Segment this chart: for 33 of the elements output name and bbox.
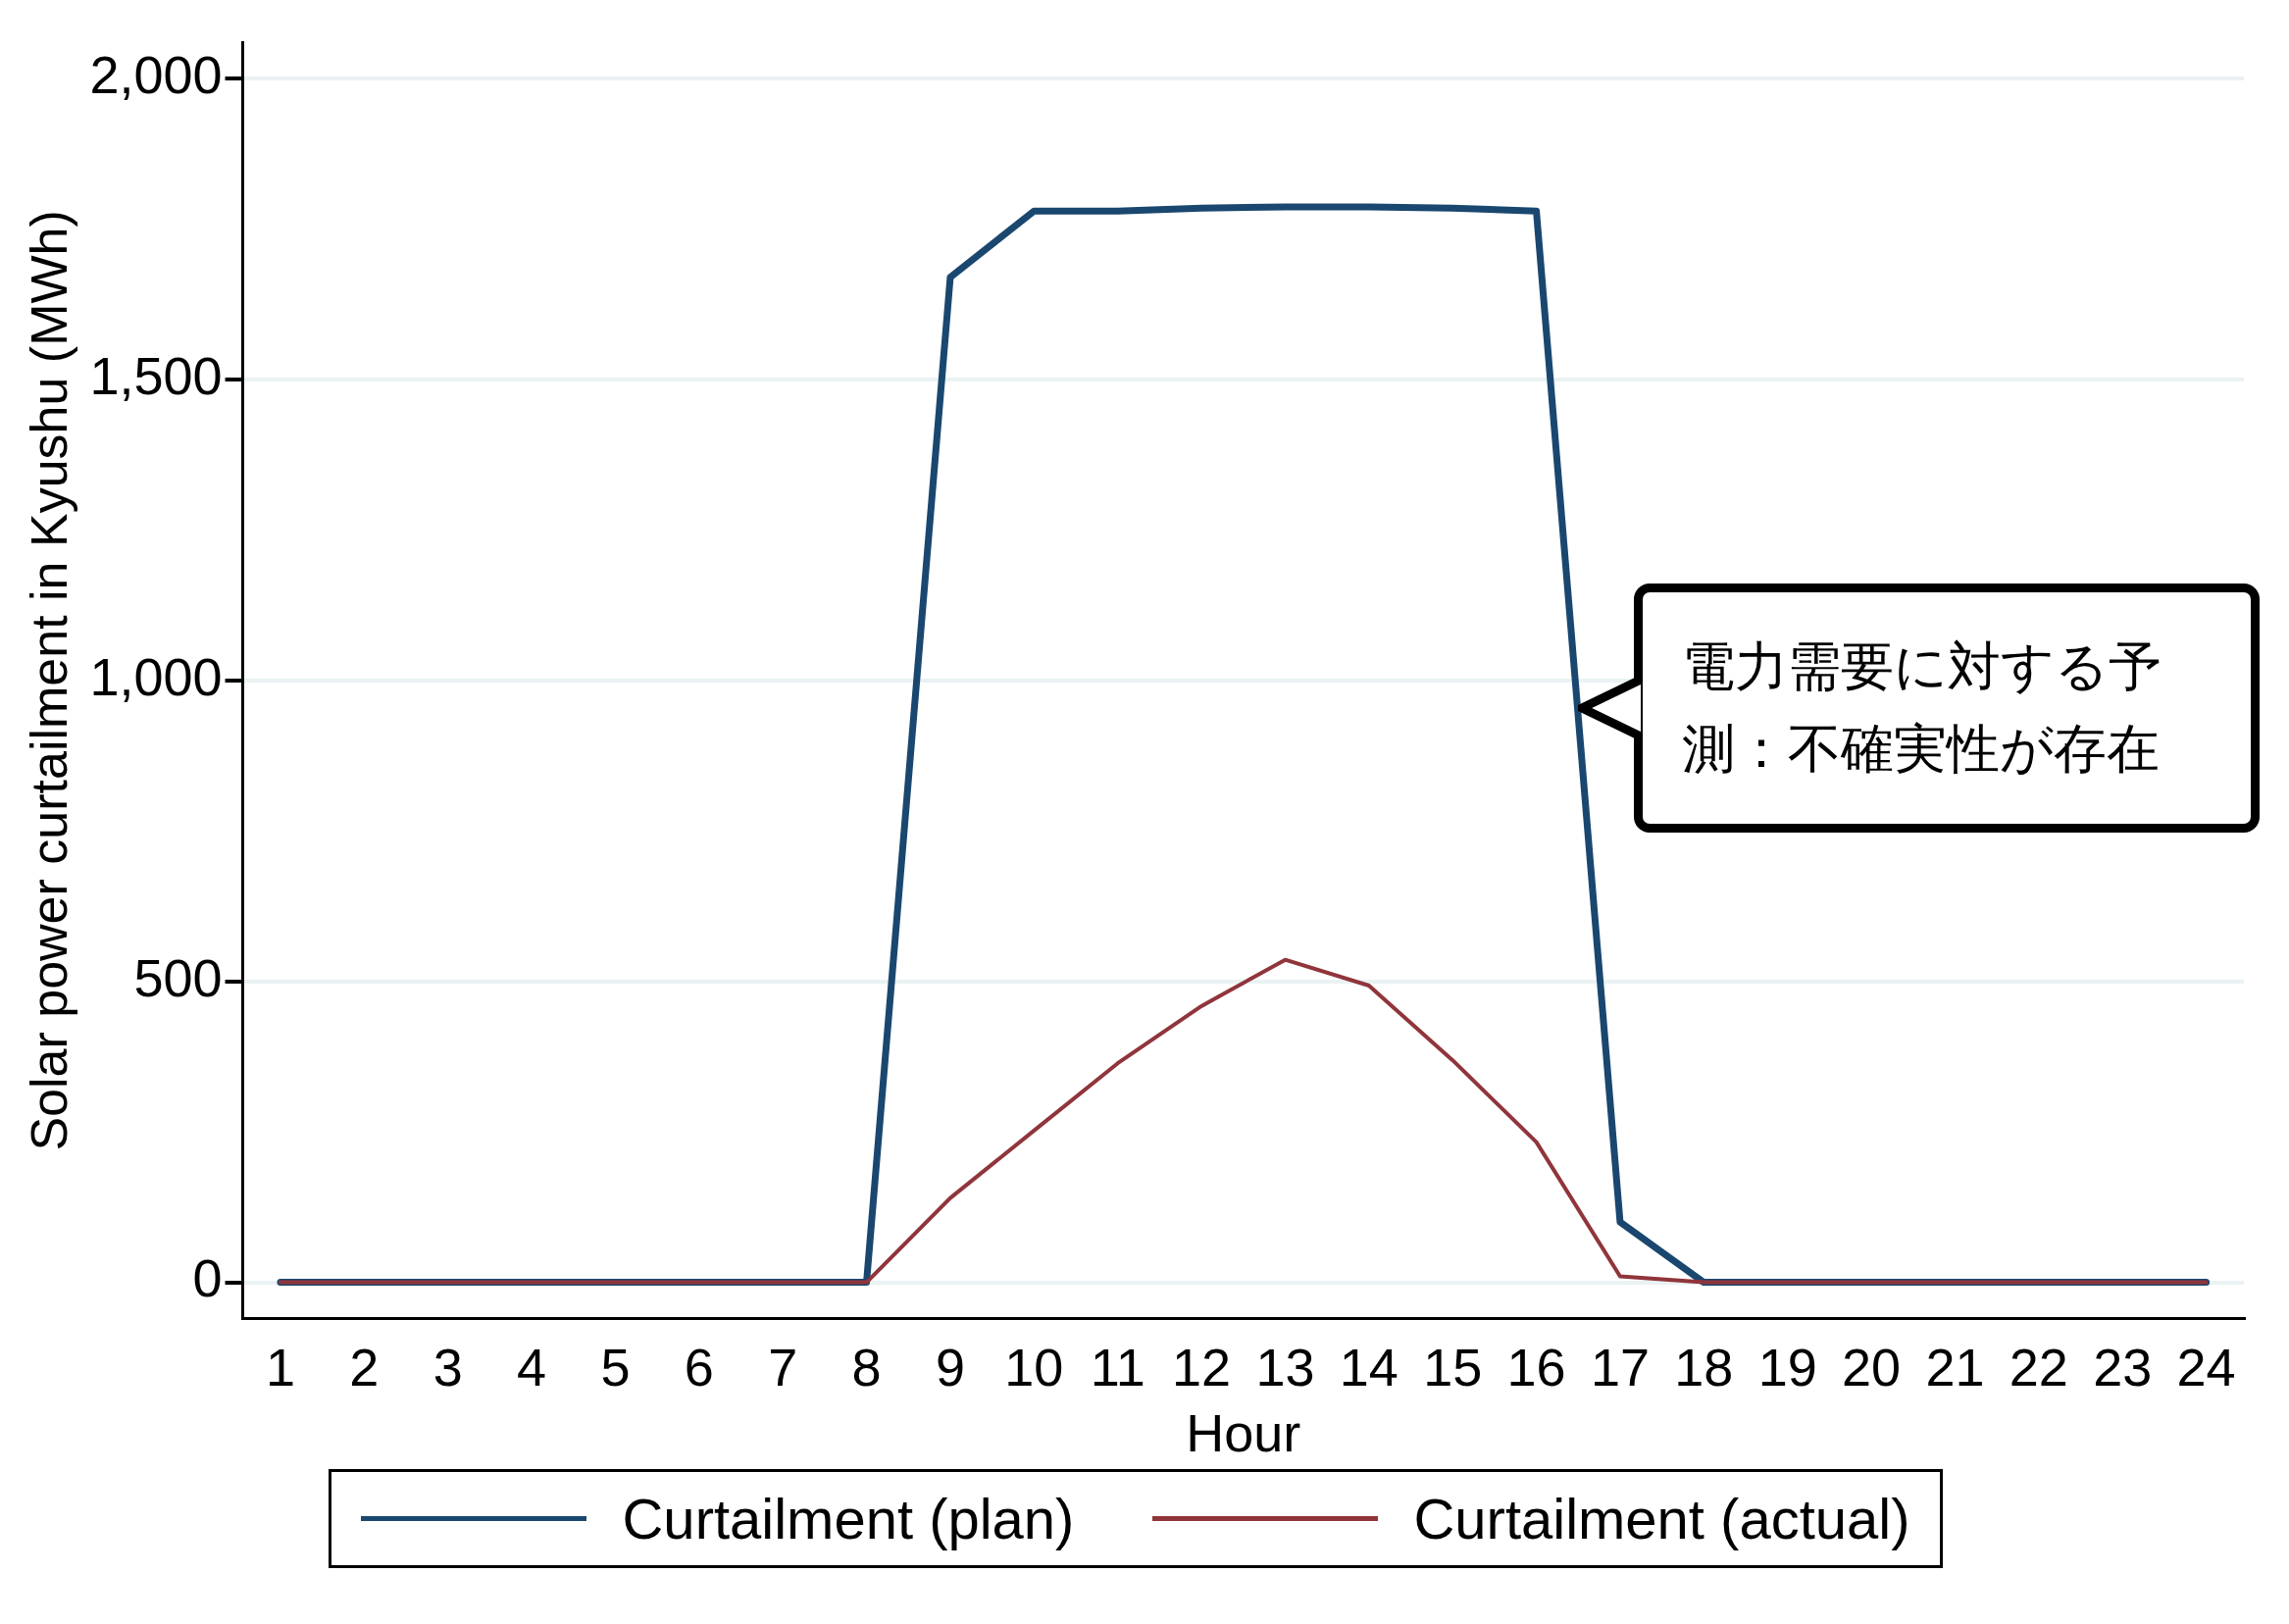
x-tick-label: 12 [1172, 1337, 1232, 1396]
x-tick-label: 3 [432, 1337, 463, 1396]
x-tick-label: 22 [2009, 1337, 2068, 1396]
x-tick-label: 11 [1090, 1337, 1145, 1396]
x-tick-label: 16 [1506, 1337, 1566, 1396]
x-tick-label: 4 [517, 1337, 547, 1396]
x-tick-label: 14 [1339, 1337, 1399, 1396]
x-tick-label: 20 [1842, 1337, 1902, 1396]
x-axis-title: Hour [1186, 1403, 1301, 1463]
x-tick-label: 15 [1423, 1337, 1483, 1396]
y-tick-label: 1,000 [89, 646, 223, 706]
legend-label: Curtailment (plan) [622, 1486, 1075, 1551]
x-tick-label: 21 [1925, 1337, 1985, 1396]
x-tick-label: 18 [1674, 1337, 1734, 1396]
x-tick-label: 24 [2176, 1337, 2236, 1396]
y-tick-label: 500 [133, 947, 223, 1007]
x-tick-label: 1 [265, 1337, 295, 1396]
legend-label: Curtailment (actual) [1413, 1486, 1910, 1551]
y-tick-label: 1,500 [89, 345, 223, 405]
y-tick-label: 2,000 [89, 45, 223, 105]
x-tick-label: 13 [1255, 1337, 1315, 1396]
y-tick-label: 0 [192, 1248, 223, 1308]
x-tick-label: 6 [684, 1337, 714, 1396]
x-tick-label: 23 [2093, 1337, 2153, 1396]
y-axis-title: Solar power curtailment in Kyushu (MWh) [20, 210, 77, 1151]
x-tick-label: 10 [1004, 1337, 1064, 1396]
x-tick-label: 8 [851, 1337, 882, 1396]
x-tick-label: 7 [768, 1337, 798, 1396]
x-tick-label: 17 [1590, 1337, 1650, 1396]
x-tick-label: 2 [349, 1337, 380, 1396]
x-tick-label: 19 [1757, 1337, 1817, 1396]
x-tick-label: 5 [600, 1337, 631, 1396]
x-tick-label: 9 [935, 1337, 965, 1396]
